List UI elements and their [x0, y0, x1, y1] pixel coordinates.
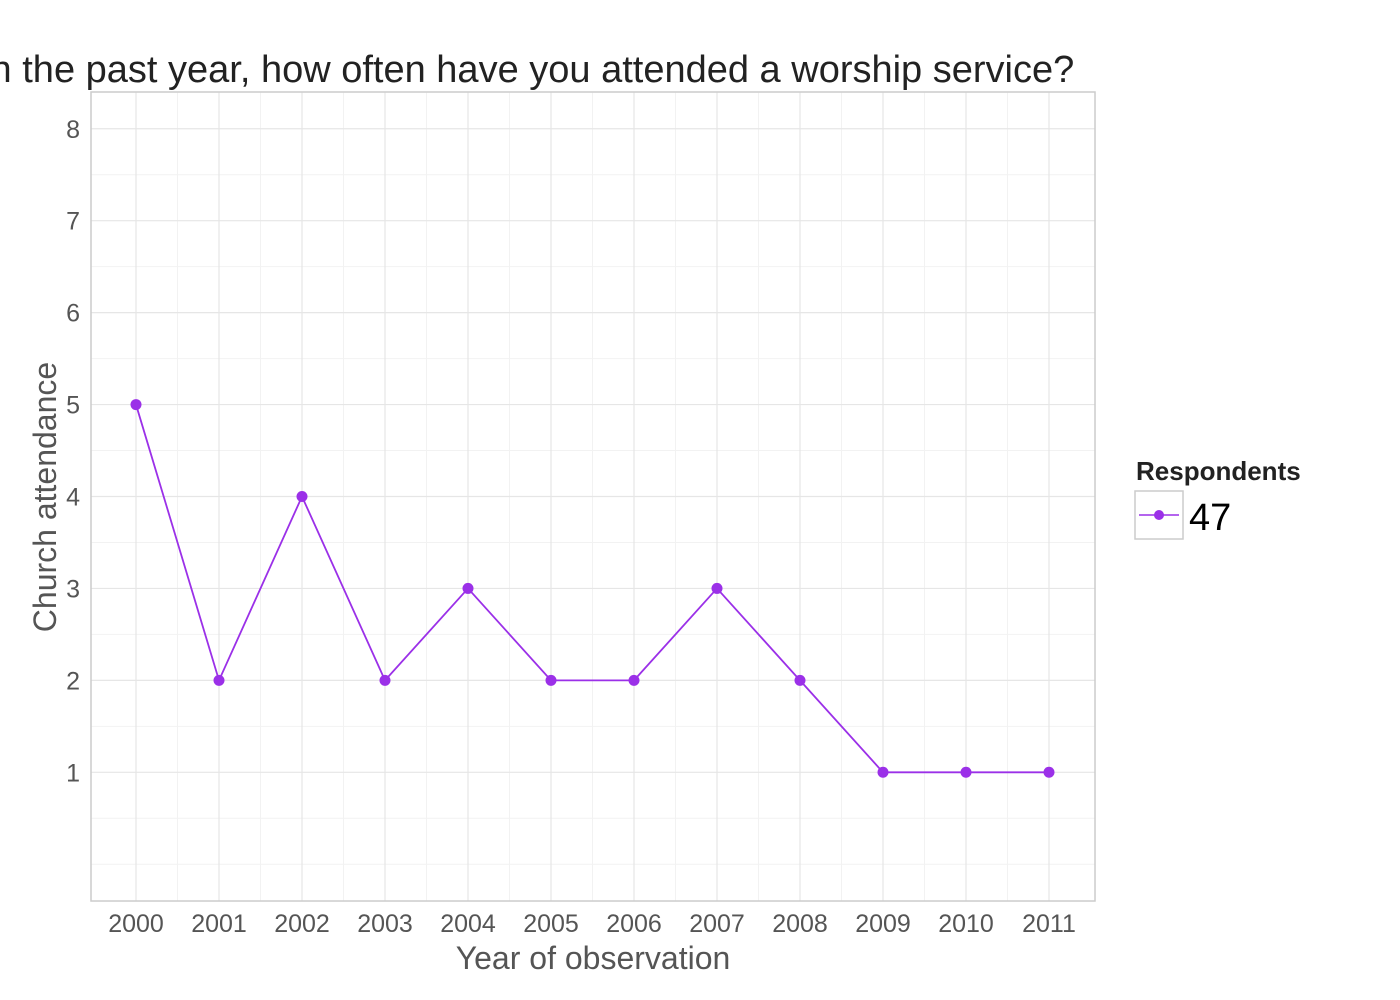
y-tick-label: 7: [66, 208, 80, 236]
legend-entry-label: 47: [1189, 497, 1231, 539]
data-point: [960, 766, 972, 778]
y-axis-ticks: 1 2 3 4 5 6 7 8: [66, 116, 80, 788]
y-tick-label: 6: [66, 300, 80, 328]
x-tick-label: 2000: [108, 910, 164, 938]
y-tick-label: 4: [66, 484, 80, 512]
x-tick-label: 2011: [1022, 910, 1076, 938]
data-point: [462, 582, 474, 594]
data-point: [379, 674, 391, 686]
x-tick-label: 2008: [772, 910, 828, 938]
y-tick-label: 3: [66, 575, 80, 603]
data-point: [130, 399, 142, 411]
x-axis-ticks: 2000 2001 2002 2003 2004 2005 2006 2007 2008 2009…: [108, 910, 1076, 938]
y-tick-label: 2: [66, 667, 80, 695]
x-tick-label: 2009: [855, 910, 911, 938]
legend-title: Respondents: [1136, 456, 1301, 486]
data-point: [711, 582, 723, 594]
data-point: [877, 766, 889, 778]
y-tick-label: 5: [66, 392, 80, 420]
x-axis-label: Year of observation: [456, 940, 731, 976]
x-tick-label: 2005: [523, 910, 579, 938]
legend: Respondents 47: [1134, 456, 1301, 540]
legend-key-marker: [1154, 510, 1164, 520]
data-point: [1043, 766, 1055, 778]
data-point: [296, 491, 308, 502]
data-point: [794, 674, 806, 686]
x-tick-label: 2002: [274, 910, 330, 938]
series-layer: [130, 399, 1055, 778]
data-point: [628, 674, 640, 686]
y-axis-label: Church attendance: [27, 362, 63, 632]
data-point: [213, 674, 225, 686]
y-tick-label: 8: [66, 116, 80, 144]
x-tick-label: 2007: [689, 910, 745, 938]
x-tick-label: 2006: [606, 910, 662, 938]
chart-title: In the past year, how often have you att…: [0, 49, 1074, 91]
x-tick-label: 2001: [191, 910, 247, 938]
x-tick-label: 2003: [357, 910, 413, 938]
panel-border: [90, 91, 1096, 902]
series-line: [135, 404, 1049, 774]
x-tick-label: 2010: [938, 910, 994, 938]
data-point: [545, 674, 557, 686]
x-tick-label: 2004: [440, 910, 496, 938]
y-tick-label: 1: [66, 759, 80, 787]
